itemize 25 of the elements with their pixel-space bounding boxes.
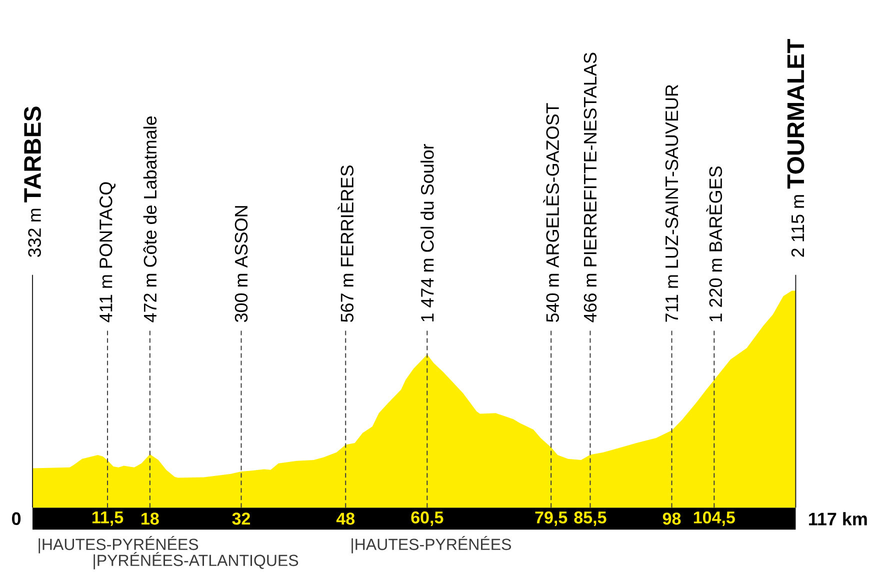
x-tick-label: 98	[662, 512, 681, 525]
ref-line-label: 466 m PIERREFITTE-NESTALAS	[584, 52, 597, 322]
x-tick-label: 11,5	[92, 512, 124, 526]
ref-line-label: 411 m PONTACQ	[100, 182, 116, 322]
ref-line-label: 2 115 m TOURMALET	[787, 39, 804, 257]
text: |PYRÉNÉES-ATLANTIQUES	[94, 552, 298, 570]
x-tick-label: 48	[336, 512, 355, 525]
ref-line-label: 472 m Côte de Labatmale	[143, 116, 157, 322]
text: |HAUTES-PYRÉNÉES	[352, 536, 511, 554]
x-tick-label: 79,5	[535, 511, 568, 526]
x-tick-label: 104,5	[694, 511, 735, 526]
x-tick-label: 85,5	[574, 511, 606, 526]
ref-line-label: 567 m FERRIÈRES	[338, 166, 354, 322]
ref-line-label: 711 m LUZ-SAINT-SAUVEUR	[665, 84, 678, 322]
ref-line-label: 332 m TARBES	[24, 106, 42, 257]
x-tick-label: 32	[232, 512, 250, 525]
x-tick-label: 18	[142, 512, 159, 525]
x-tick-label: 60,5	[411, 511, 444, 526]
text: 117 km	[809, 512, 867, 526]
ref-line-label: 300 m ASSON	[234, 206, 248, 322]
text: 0	[12, 512, 21, 526]
text: |HAUTES-PYRÉNÉES	[38, 536, 198, 554]
ref-line-label: 1 220 m BARÈGES	[706, 166, 722, 322]
ref-line-label: 540 m ARGELÈS-GAZOST	[543, 103, 559, 322]
ref-line-label: 1 474 m Col du Soulor	[420, 144, 434, 322]
